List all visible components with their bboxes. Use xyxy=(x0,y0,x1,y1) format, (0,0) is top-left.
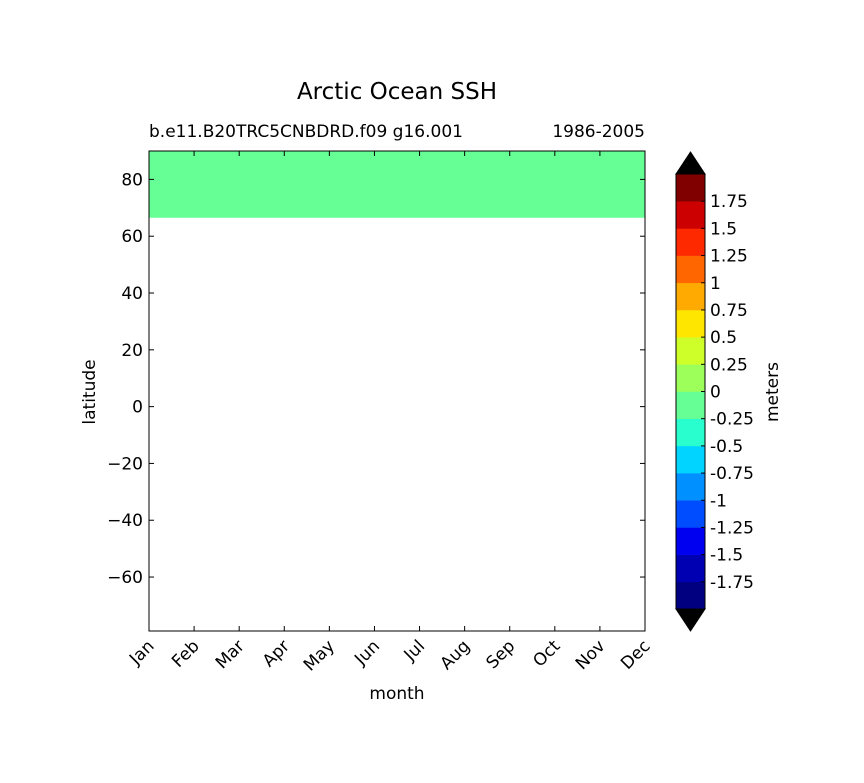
colorbar-segment xyxy=(676,201,705,229)
x-tick-label: May xyxy=(300,636,339,675)
colorbar-label: meters xyxy=(763,362,783,422)
x-tick-label: Jan xyxy=(125,636,158,669)
colorbar-tick-label: -1.25 xyxy=(710,518,754,538)
colorbar-tick-label: -0.25 xyxy=(710,410,754,430)
y-tick-label: 80 xyxy=(121,170,143,190)
x-tick-label: Mar xyxy=(212,636,249,673)
colorbar-extend-under xyxy=(675,608,706,632)
y-axis-label: latitude xyxy=(80,359,100,424)
y-tick-label: 20 xyxy=(121,341,143,361)
colorbar-tick-label: -0.5 xyxy=(710,437,743,457)
colorbar-tick-label: 1.25 xyxy=(710,247,748,267)
colorbar-tick-label: 0.25 xyxy=(710,355,748,375)
x-tick-label: Oct xyxy=(529,636,564,671)
colorbar: -1.75 -1.5 -1.25 -1 -0.75 -0.5 -0.25 0 0.25 0.5 0.… xyxy=(675,151,754,632)
colorbar-tick-label: 1.5 xyxy=(710,219,737,239)
x-tick-label: Apr xyxy=(259,636,294,671)
colorbar-tick-label: 1.75 xyxy=(710,192,748,212)
colorbar-tick-label: -1 xyxy=(710,491,727,511)
x-tick-label: Dec xyxy=(617,636,654,673)
ssh-filled-band xyxy=(149,151,645,218)
x-tick-label: Jul xyxy=(400,636,429,665)
colorbar-segment xyxy=(676,473,705,501)
y-tick-label: 60 xyxy=(121,227,143,247)
chart-title: Arctic Ocean SSH xyxy=(297,79,497,105)
y-tick-label: 40 xyxy=(121,284,143,304)
x-axis-label: month xyxy=(369,684,424,704)
colorbar-tick-label: 1 xyxy=(710,274,721,294)
colorbar-tick-label: 0.5 xyxy=(710,328,737,348)
colorbar-segment xyxy=(676,554,705,583)
y-tick-label: −40 xyxy=(107,511,143,531)
colorbar-segment xyxy=(676,391,705,419)
colorbar-segment xyxy=(676,418,705,447)
colorbar-tick-label: -1.5 xyxy=(710,546,743,566)
colorbar-segment xyxy=(676,337,705,365)
plot-frame xyxy=(148,150,646,632)
colorbar-segment xyxy=(676,228,705,256)
colorbar-segment xyxy=(676,500,705,528)
plot-area xyxy=(149,151,645,218)
x-tick-label: Nov xyxy=(572,636,610,674)
colorbar-segment xyxy=(676,527,705,555)
colorbar-segment xyxy=(676,282,705,311)
colorbar-segment xyxy=(676,255,705,284)
x-tick-label: Jun xyxy=(350,636,384,670)
y-tick-label: −20 xyxy=(107,454,143,474)
y-tick-label: 0 xyxy=(132,398,143,418)
colorbar-segment xyxy=(676,174,705,202)
colorbar-tick-label: 0 xyxy=(710,383,721,403)
axes: −60 −40 −20 0 20 40 60 80 Jan Feb Mar Apr May Jun Jul A… xyxy=(107,150,655,675)
colorbar-tick-label: -1.75 xyxy=(710,573,754,593)
x-tick-label: Feb xyxy=(168,636,203,671)
colorbar-extend-over xyxy=(675,151,706,175)
chart-subtitle-years: 1986-2005 xyxy=(552,122,645,142)
x-tick-label: Aug xyxy=(437,636,475,674)
colorbar-segment xyxy=(676,364,705,392)
colorbar-tick-label: 0.75 xyxy=(710,301,748,321)
colorbar-segment xyxy=(676,581,705,610)
colorbar-segment xyxy=(676,309,705,338)
colorbar-tick-label: -0.75 xyxy=(710,464,754,484)
colorbar-segment xyxy=(676,445,705,474)
y-tick-label: −60 xyxy=(107,568,143,588)
x-tick-label: Sep xyxy=(482,636,519,673)
chart-subtitle-case: b.e11.B20TRC5CNBDRD.f09 g16.001 xyxy=(149,122,463,142)
